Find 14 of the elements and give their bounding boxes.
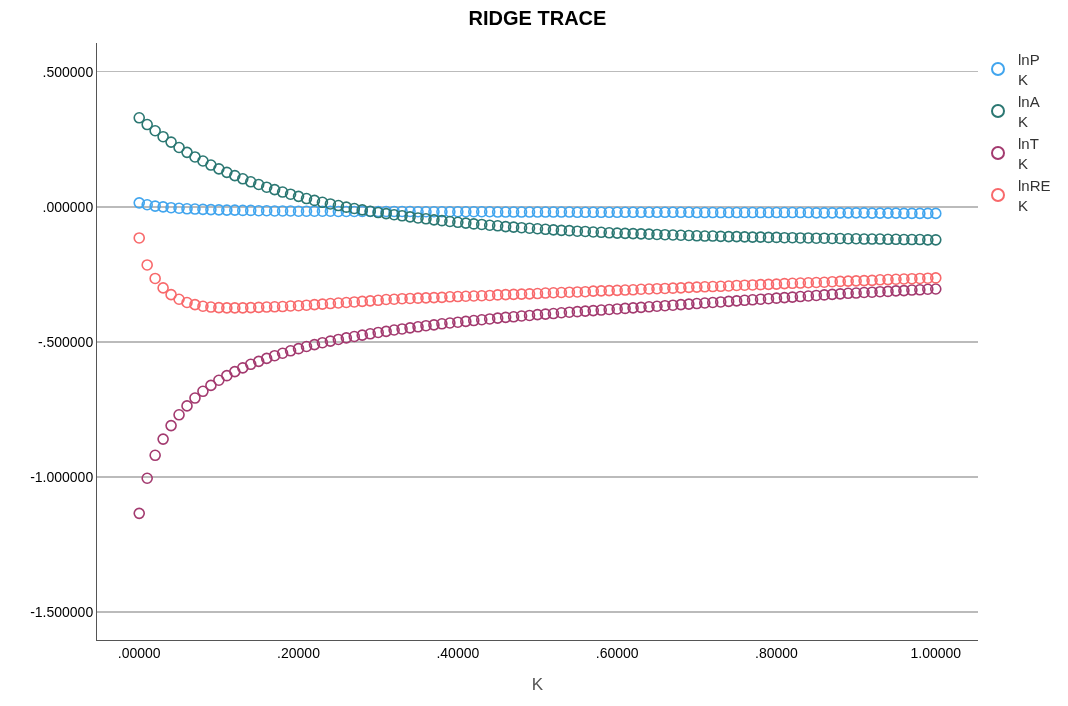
y-tick-label: -1.500000	[30, 603, 94, 620]
x-tick-label: 1.00000	[910, 644, 962, 661]
x-tick-label: .20000	[277, 644, 321, 661]
y-tick-label: -1.000000	[30, 468, 94, 485]
y-tick-label: -.500000	[37, 333, 94, 350]
x-tick-label: .60000	[595, 644, 639, 661]
x-axis-title: K	[531, 675, 544, 695]
y-tick-label: .000000	[42, 198, 94, 215]
chart-title: RIDGE TRACE	[468, 6, 607, 29]
x-tick-label: .00000	[117, 644, 161, 661]
x-tick-label: .80000	[755, 644, 799, 661]
legend-label: lnRE K	[1018, 177, 1051, 214]
y-tick-label: .500000	[42, 63, 94, 80]
x-tick-label: .40000	[436, 644, 480, 661]
